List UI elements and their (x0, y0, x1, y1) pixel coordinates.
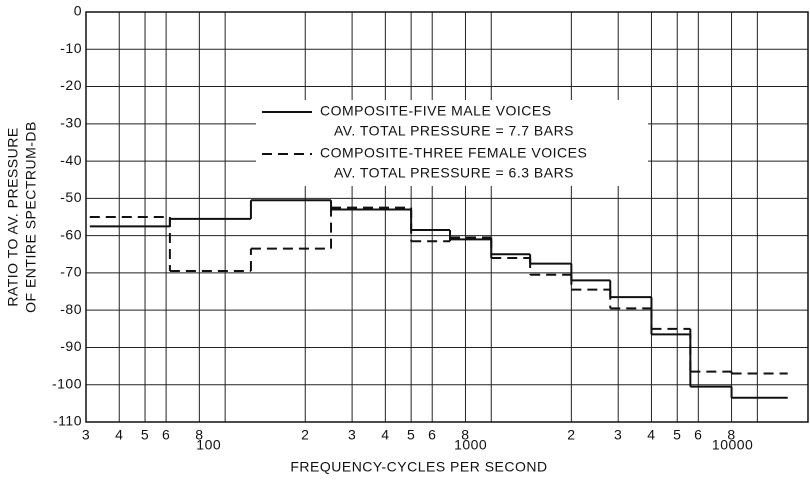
x-tick-label: 10000 (712, 437, 753, 453)
x-tick-label: 6 (694, 427, 702, 443)
x-tick-label: 1000 (454, 437, 487, 453)
y-tick-label: -10 (60, 40, 82, 56)
y-tick-label: -50 (60, 189, 82, 205)
x-tick-label: 5 (407, 427, 415, 443)
x-tick-label: 100 (196, 437, 221, 453)
y-tick-label: -80 (60, 301, 82, 317)
x-tick-label: 4 (381, 427, 389, 443)
legend-label: COMPOSITE-THREE FEMALE VOICES (320, 145, 587, 161)
legend-note: AV. TOTAL PRESSURE = 6.3 BARS (334, 165, 574, 181)
y-axis-label: OF ENTIRE SPECTRUM-DB (23, 121, 39, 313)
y-tick-label: -20 (60, 77, 82, 93)
plot-frame (85, 11, 809, 423)
y-tick-label: -40 (60, 152, 82, 168)
y-tick-label: -30 (60, 115, 82, 131)
y-tick-label: -90 (60, 338, 82, 354)
x-tick-label: 2 (567, 427, 575, 443)
x-tick-label: 6 (428, 427, 436, 443)
x-tick-label: 5 (141, 427, 149, 443)
x-axis-label: FREQUENCY-CYCLES PER SECOND (290, 459, 547, 475)
x-tick-label: 8 (195, 427, 203, 443)
y-tick-label: -60 (60, 226, 82, 242)
x-tick-label: 4 (647, 427, 655, 443)
x-tick-label: 3 (614, 427, 622, 443)
x-tick-label: 8 (461, 427, 469, 443)
x-tick-label: 8 (727, 427, 735, 443)
x-tick-label: 3 (82, 427, 90, 443)
x-tick-label: 4 (115, 427, 123, 443)
legend-label: COMPOSITE-FIVE MALE VOICES (320, 103, 552, 119)
y-tick-label: -70 (60, 264, 82, 280)
legend-note: AV. TOTAL PRESSURE = 7.7 BARS (334, 123, 574, 139)
y-axis-label: RATIO TO AV. PRESSURE (5, 127, 21, 306)
legend-box (256, 100, 648, 186)
y-tick-label: -110 (53, 413, 82, 429)
x-tick-label: 2 (301, 427, 309, 443)
y-tick-label: 0 (74, 3, 82, 19)
y-tick-label: -100 (52, 375, 82, 391)
x-tick-label: 3 (348, 427, 356, 443)
x-tick-label: 6 (162, 427, 170, 443)
x-tick-label: 5 (673, 427, 681, 443)
